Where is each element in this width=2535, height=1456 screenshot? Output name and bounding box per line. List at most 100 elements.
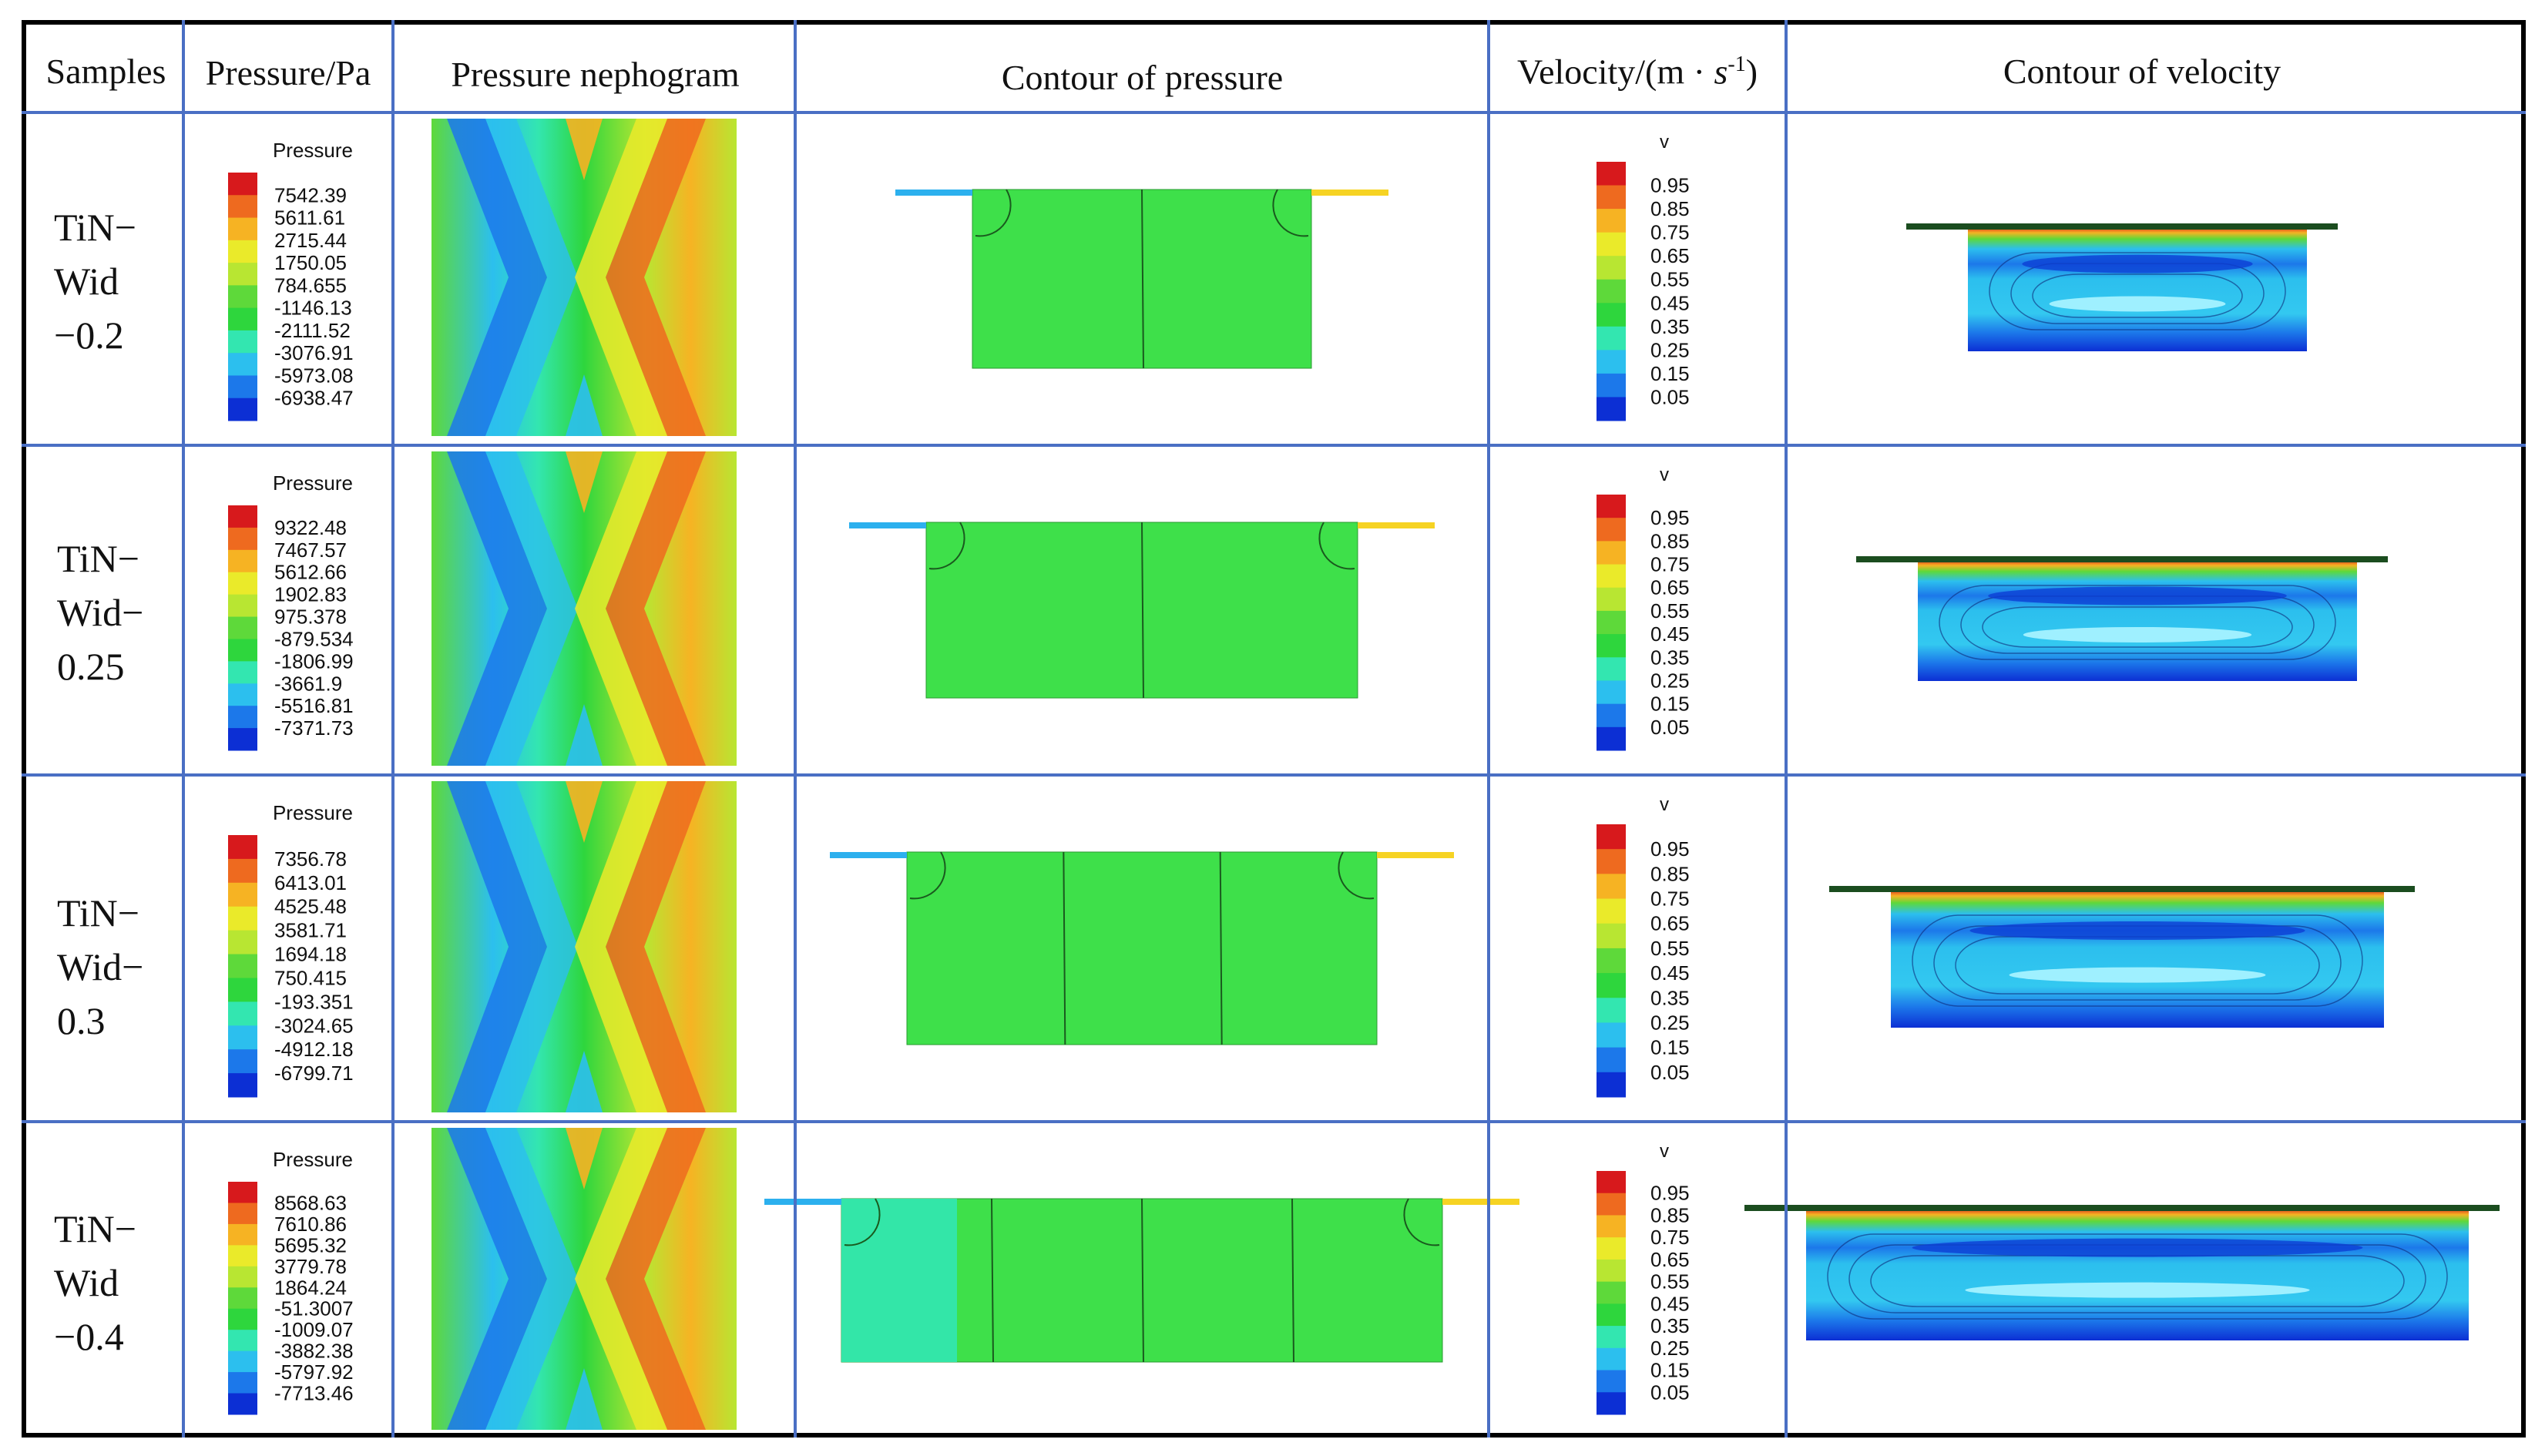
velocity-legend-swatch (1597, 1326, 1626, 1349)
pressure-legend-swatch (228, 1372, 257, 1394)
pressure-legend-label: -6799.71 (274, 1062, 354, 1085)
sample-label-2: TiN− Wid− 0.25 (57, 537, 144, 688)
pressure-legend-label: 4525.48 (274, 895, 347, 918)
velocity-contour-panel (1829, 886, 2415, 1028)
pressure-legend-swatch (228, 173, 257, 196)
pressure-legend-label: 6413.01 (274, 871, 347, 894)
pressure-legend-label: 5612.66 (274, 561, 347, 584)
velocity-legend-swatch (1597, 657, 1626, 681)
nephogram-spike (566, 781, 603, 843)
velocity-legend-label: 0.25 (1650, 1337, 1690, 1360)
velocity-legend-label: 0.05 (1650, 1381, 1690, 1404)
nephogram-high-pressure-band (575, 451, 667, 766)
velocity-contour-body (1968, 226, 2307, 351)
velocity-legend-swatch (1597, 279, 1626, 304)
velocity-legend-swatch (1597, 518, 1626, 542)
pressure-legend-swatch (228, 549, 257, 573)
nephogram-low-pressure-band (447, 451, 547, 766)
velocity-legend-title: v (1660, 465, 1669, 485)
velocity-low-zone (2009, 967, 2266, 983)
pressure-legend-swatch (228, 1203, 257, 1225)
pressure-contour-panel (764, 1198, 1519, 1363)
velocity-legend-swatch (1597, 849, 1626, 874)
velocity-legend-title: v (1660, 1141, 1669, 1162)
velocity-legend-swatch (1597, 1281, 1626, 1304)
pressure-contour-panel (895, 189, 1388, 369)
pressure-legend-swatch (228, 1266, 257, 1288)
nephogram-low-pressure-band (485, 119, 578, 436)
velocity-legend-label: 0.85 (1650, 1203, 1690, 1226)
velocity-legend-swatch (1597, 587, 1626, 612)
header-contour-pressure: Contour of pressure (1001, 58, 1284, 97)
pressure-legend-label: -3024.65 (274, 1014, 354, 1037)
velocity-contour-panel (1856, 556, 2388, 681)
velocity-legend-swatch (1597, 303, 1626, 327)
velocity-legend-swatch (1597, 634, 1626, 658)
table-frame (22, 20, 2526, 1438)
velocity-legend-swatch (1597, 495, 1626, 518)
velocity-legend-swatch (1597, 973, 1626, 998)
velocity-legend-label: 0.05 (1650, 1061, 1690, 1084)
pressure-legend-label: -4912.18 (274, 1038, 354, 1061)
velocity-legend-swatch (1597, 610, 1626, 635)
velocity-legend-label: 0.35 (1650, 1314, 1690, 1337)
nephogram-low-pressure-band (485, 781, 578, 1112)
nephogram-low-pressure-band (447, 119, 547, 436)
velocity-legend-label: 0.65 (1650, 244, 1690, 267)
pressure-contour-isoline (1141, 189, 1144, 369)
velocity-legend-label: 0.15 (1650, 362, 1690, 385)
velocity-legend-swatch (1597, 680, 1626, 705)
velocity-legend-label: 0.95 (1650, 1182, 1690, 1205)
nephogram-low-pressure-band (485, 1128, 578, 1430)
pressure-nephogram-panel (431, 451, 737, 766)
pressure-legend-swatch (228, 527, 257, 551)
velocity-legend-swatch (1597, 703, 1626, 728)
pressure-legend-swatch (228, 285, 257, 309)
pressure-contour-isoline (1291, 1198, 1294, 1363)
pressure-contour-zone (841, 1199, 957, 1362)
pressure-contour-isoline (1141, 522, 1144, 699)
velocity-legend-swatch (1597, 256, 1626, 280)
pressure-legend-label: 9322.48 (274, 516, 347, 539)
velocity-legend-label: 0.85 (1650, 197, 1690, 220)
pressure-legend-label: -5973.08 (274, 364, 354, 387)
pressure-legend-swatch (228, 1025, 257, 1050)
velocity-legend-label: 0.25 (1650, 1011, 1690, 1034)
velocity-legend-label: 0.55 (1650, 599, 1690, 622)
velocity-contour-panel (1906, 223, 2338, 351)
nephogram-spike (566, 1368, 603, 1430)
pressure-legend-swatch (228, 398, 257, 421)
velocity-legend-label: 0.75 (1650, 887, 1690, 911)
pressure-legend-swatch (228, 930, 257, 955)
velocity-legend-label: 0.55 (1650, 937, 1690, 960)
velocity-legend-swatch (1597, 373, 1626, 398)
velocity-legend-label: 0.65 (1650, 576, 1690, 599)
velocity-core-zone (1912, 1238, 2363, 1257)
velocity-legend-swatch (1597, 209, 1626, 233)
velocity-legend-swatch (1597, 1303, 1626, 1327)
pressure-legend-label: -3661.9 (274, 672, 342, 695)
velocity-isoline (1912, 914, 2363, 1007)
pressure-contour-isoline (1272, 189, 1309, 237)
pressure-contour-panel (830, 851, 1454, 1045)
pressure-legend-label: 1750.05 (274, 251, 347, 274)
pressure-legend-label: 7356.78 (274, 847, 347, 871)
pressure-legend-label: 5611.61 (274, 206, 345, 230)
pressure-legend-label: 3779.78 (274, 1255, 347, 1278)
velocity-legend-swatch (1597, 326, 1626, 351)
pressure-legend-swatch (228, 307, 257, 331)
velocity-legend-label: 0.35 (1650, 646, 1690, 669)
velocity-isoline (1939, 585, 2336, 660)
pressure-legend-swatch (228, 882, 257, 907)
pressure-legend-swatch (228, 1330, 257, 1352)
velocity-legend-label: 0.55 (1650, 1270, 1690, 1293)
pressure-contour-isoline (1063, 851, 1066, 1045)
velocity-legend-swatch (1597, 564, 1626, 589)
pressure-contour-isoline (1403, 1198, 1440, 1246)
pressure-legend-label: -6938.47 (274, 387, 354, 410)
velocity-isoline (1982, 606, 2293, 648)
pressure-legend-swatch (228, 1350, 257, 1373)
velocity-legend-label: 0.55 (1650, 268, 1690, 291)
pressure-legend-label: -3882.38 (274, 1340, 354, 1363)
